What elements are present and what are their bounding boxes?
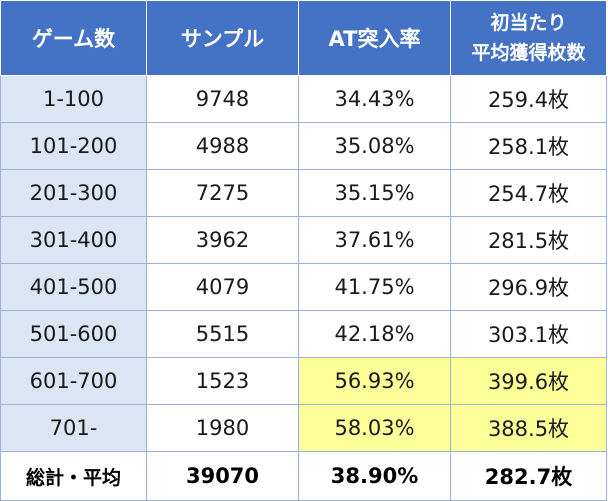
table-row: 501-600 5515 42.18% 303.1枚 (0, 310, 607, 358)
range-cell: 1-100 (0, 75, 147, 123)
samples-cell: 1523 (146, 357, 299, 405)
at-rate-cell: 41.75% (298, 263, 451, 311)
at-rate-cell: 37.61% (298, 216, 451, 264)
table-row: 201-300 7275 35.15% 254.7枚 (0, 169, 607, 217)
range-cell: 401-500 (0, 263, 147, 311)
at-rate-cell: 35.15% (298, 169, 451, 217)
header-avg-medals-line1: 初当たり (490, 12, 567, 34)
samples-cell: 7275 (146, 169, 299, 217)
range-cell: 501-600 (0, 310, 147, 358)
at-rate-cell: 34.43% (298, 75, 451, 123)
samples-cell: 5515 (146, 310, 299, 358)
table-row: 601-700 1523 56.93% 399.6枚 (0, 357, 607, 405)
range-cell: 201-300 (0, 169, 147, 217)
total-avg: 282.7枚 (450, 451, 607, 501)
range-cell: 601-700 (0, 357, 147, 405)
total-row: 総計・平均 39070 38.90% 282.7枚 (0, 451, 607, 501)
header-avg-medals: 初当たり 平均獲得枚数 (450, 0, 607, 76)
avg-cell: 399.6枚 (450, 357, 607, 405)
total-label: 総計・平均 (0, 451, 147, 501)
header-at-rate: AT突入率 (298, 0, 451, 76)
avg-cell: 296.9枚 (450, 263, 607, 311)
header-samples: サンプル (146, 0, 299, 76)
samples-cell: 4079 (146, 263, 299, 311)
at-rate-cell: 58.03% (298, 404, 451, 452)
table-header: ゲーム数 サンプル AT突入率 初当たり 平均獲得枚数 (0, 0, 607, 76)
at-rate-cell: 35.08% (298, 122, 451, 170)
total-samples: 39070 (146, 451, 299, 501)
samples-cell: 3962 (146, 216, 299, 264)
total-at-rate: 38.90% (298, 451, 451, 501)
header-games: ゲーム数 (0, 0, 147, 76)
header-avg-medals-line2: 平均獲得枚数 (471, 42, 586, 64)
header-row: ゲーム数 サンプル AT突入率 初当たり 平均獲得枚数 (0, 0, 607, 76)
avg-cell: 254.7枚 (450, 169, 607, 217)
table-row: 401-500 4079 41.75% 296.9枚 (0, 263, 607, 311)
at-rate-cell: 56.93% (298, 357, 451, 405)
range-cell: 701- (0, 404, 147, 452)
avg-cell: 303.1枚 (450, 310, 607, 358)
table-row: 301-400 3962 37.61% 281.5枚 (0, 216, 607, 264)
table-row: 1-100 9748 34.43% 259.4枚 (0, 75, 607, 123)
at-rate-cell: 42.18% (298, 310, 451, 358)
samples-cell: 4988 (146, 122, 299, 170)
avg-cell: 388.5枚 (450, 404, 607, 452)
table-body: 1-100 9748 34.43% 259.4枚 101-200 4988 35.08% 25… (0, 75, 607, 452)
table-row: 701- 1980 58.03% 388.5枚 (0, 404, 607, 452)
range-cell: 101-200 (0, 122, 147, 170)
avg-cell: 259.4枚 (450, 75, 607, 123)
samples-cell: 9748 (146, 75, 299, 123)
table-footer: 総計・平均 39070 38.90% 282.7枚 (0, 451, 607, 501)
range-cell: 301-400 (0, 216, 147, 264)
table-row: 101-200 4988 35.08% 258.1枚 (0, 122, 607, 170)
avg-cell: 281.5枚 (450, 216, 607, 264)
avg-cell: 258.1枚 (450, 122, 607, 170)
samples-cell: 1980 (146, 404, 299, 452)
